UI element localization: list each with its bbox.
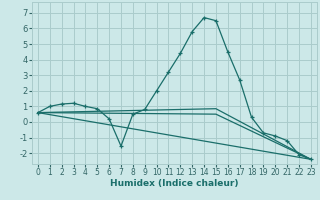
X-axis label: Humidex (Indice chaleur): Humidex (Indice chaleur)	[110, 179, 239, 188]
